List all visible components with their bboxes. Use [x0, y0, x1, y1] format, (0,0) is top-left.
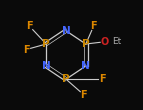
Text: P: P	[62, 74, 70, 84]
Text: P: P	[82, 39, 90, 49]
Text: F: F	[26, 21, 33, 31]
Text: N: N	[62, 26, 70, 36]
Text: P: P	[42, 39, 50, 49]
Text: F: F	[80, 90, 87, 100]
Text: F: F	[90, 21, 97, 31]
Text: N: N	[81, 61, 90, 71]
Text: Et: Et	[112, 37, 121, 46]
Text: N: N	[42, 61, 51, 71]
Text: F: F	[23, 45, 30, 54]
Text: F: F	[99, 74, 106, 84]
Text: O: O	[100, 37, 109, 47]
